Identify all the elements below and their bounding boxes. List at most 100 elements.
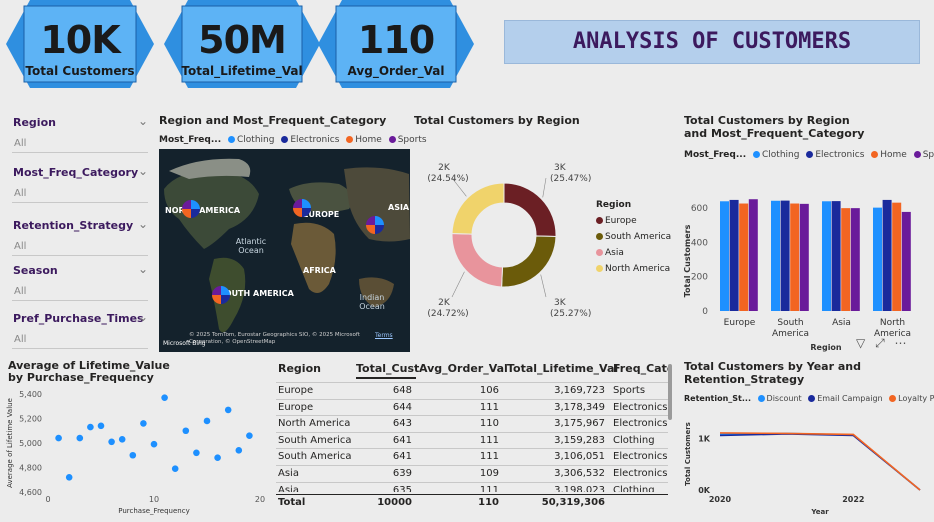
filter-icon[interactable]: ▽ — [856, 336, 866, 350]
scatter-point[interactable] — [55, 434, 62, 442]
scatter-point[interactable] — [76, 434, 84, 442]
chevron-down-icon[interactable]: ⌄ — [137, 114, 148, 128]
col-header-region[interactable]: Region — [278, 362, 321, 375]
legend-item[interactable]: Sports — [397, 135, 427, 145]
table-row[interactable]: South America 641 111 3,106,051 Electronics — [276, 448, 668, 464]
scatter-point[interactable] — [97, 422, 105, 430]
chevron-down-icon[interactable]: ⌄ — [137, 262, 148, 276]
bar-electronics-asia[interactable] — [831, 201, 841, 311]
bar-sports-south-america[interactable] — [799, 203, 809, 311]
map-terms-link[interactable]: Terms — [375, 332, 393, 339]
col-header-total-lifetime-val[interactable]: Total_Lifetime_Val — [507, 362, 619, 375]
donut-slice-south-america[interactable] — [501, 235, 557, 288]
bar-clothing-north-america[interactable] — [873, 207, 882, 311]
legend-item[interactable]: Loyalty Pro... — [898, 394, 934, 403]
slicer-value[interactable]: All — [14, 188, 27, 199]
y-tick-label: 5,000 — [19, 439, 42, 448]
slicer-pref-purchase-times[interactable]: Pref_Purchase_Times ⌄ All — [8, 310, 148, 352]
scatter-point[interactable] — [87, 423, 94, 431]
col-header-freq-categ[interactable]: Freq_Categ — [613, 362, 671, 375]
table-row[interactable]: North America 643 110 3,175,967 Electronics — [276, 415, 668, 431]
slicer-most-freq-category[interactable]: Most_Freq_Category ⌄ All — [8, 164, 148, 206]
legend-item[interactable]: Electronics — [290, 135, 340, 145]
legend-item[interactable]: Email Campaign — [817, 394, 883, 403]
table-scrollbar[interactable] — [668, 364, 672, 420]
table-total-row: Total 10000 110 50,319,306 — [276, 494, 668, 512]
bar-electronics-north-america[interactable] — [882, 199, 892, 311]
table-row[interactable]: Europe 648 106 3,169,723 Sports — [276, 382, 668, 398]
chevron-down-icon[interactable]: ⌄ — [137, 217, 148, 231]
slicer-value[interactable]: All — [14, 241, 27, 252]
bar-home-north-america[interactable] — [892, 202, 902, 311]
world-map[interactable]: NORTH AMERICA EUROPE ASIA AFRICA SOUTH A… — [159, 149, 410, 352]
col-header-total-cust[interactable]: Total_Cust — [356, 362, 420, 375]
line-series-0[interactable] — [719, 432, 921, 491]
focus-mode-icon[interactable]: ⤢ — [875, 336, 885, 350]
legend-item[interactable]: Clothing — [762, 150, 800, 160]
slicer-value[interactable]: All — [14, 286, 27, 297]
slicer-value[interactable]: All — [14, 138, 27, 149]
more-options-icon[interactable]: ⋯ — [894, 336, 907, 350]
donut-chart[interactable]: 3K(25.47%)3K(25.27%)2K(24.72%)2K(24.54%) — [414, 140, 594, 330]
bar-sports-north-america[interactable] — [901, 211, 911, 311]
legend-item[interactable]: Discount — [766, 394, 802, 403]
chevron-down-icon[interactable]: ⌄ — [137, 164, 148, 178]
legend-item-asia[interactable]: Asia — [596, 248, 671, 258]
slicer-region[interactable]: Region ⌄ All — [8, 114, 148, 156]
bar-home-asia[interactable] — [841, 208, 851, 311]
table-row[interactable]: Asia 635 111 3,198,023 Clothing — [276, 481, 668, 492]
scatter-point[interactable] — [171, 465, 179, 473]
table-row[interactable]: South America 641 111 3,159,283 Clothing — [276, 431, 668, 448]
scatter-point[interactable] — [140, 420, 147, 427]
legend-item-south-america[interactable]: South America — [596, 232, 671, 242]
slicer-season[interactable]: Season ⌄ All — [8, 262, 148, 304]
bar-home-south-america[interactable] — [790, 203, 800, 311]
scatter-point[interactable] — [193, 449, 200, 457]
scatter-point[interactable] — [129, 451, 137, 459]
col-header-avg-order-val[interactable]: Avg_Order_Val — [419, 362, 508, 375]
slicer-underline — [12, 202, 148, 203]
y-axis-label: Total Customers — [684, 422, 692, 486]
donut-slice-asia[interactable] — [451, 232, 504, 288]
bar-home-europe[interactable] — [739, 203, 749, 311]
scatter-point[interactable] — [224, 406, 232, 414]
scatter-point[interactable] — [108, 438, 115, 446]
legend-item-north-america[interactable]: North America — [596, 264, 671, 274]
line-series-2[interactable] — [719, 432, 921, 491]
legend-item[interactable]: Clothing — [237, 135, 275, 145]
table-row[interactable]: Asia 639 109 3,306,532 Electronics — [276, 465, 668, 481]
line-series-1[interactable] — [719, 433, 921, 491]
scatter-point[interactable] — [246, 432, 253, 439]
legend-item[interactable]: Home — [355, 135, 382, 145]
bar-electronics-europe[interactable] — [729, 199, 739, 311]
scatter-point[interactable] — [161, 394, 168, 401]
scatter-point[interactable] — [182, 427, 190, 435]
bar-sports-europe[interactable] — [748, 199, 758, 311]
legend-item-europe[interactable]: Europe — [596, 216, 671, 226]
bar-clothing-europe[interactable] — [720, 201, 729, 311]
scatter-chart[interactable]: 4,600 4,800 5,000 5,200 5,400 0 10 20 Average of… — [4, 384, 266, 520]
table-row[interactable]: Europe 644 111 3,178,349 Electronics — [276, 398, 668, 415]
slicer-value[interactable]: All — [14, 334, 27, 345]
bar-clothing-asia[interactable] — [822, 201, 831, 311]
map-label-south-america: SOUTH AMERICA — [219, 289, 294, 298]
scatter-point[interactable] — [203, 417, 211, 425]
donut-slice-north-america[interactable] — [451, 182, 505, 235]
legend-item[interactable]: Sports — [922, 150, 934, 160]
line-chart[interactable]: 0K 1K 2020 2022 Total Customers Year — [682, 408, 928, 520]
scatter-point[interactable] — [235, 447, 243, 454]
scatter-point[interactable] — [214, 454, 221, 461]
chevron-down-icon[interactable]: ⌄ — [137, 310, 148, 324]
scatter-point[interactable] — [150, 440, 158, 448]
bar-clothing-south-america[interactable] — [771, 200, 780, 311]
bar-electronics-south-america[interactable] — [780, 200, 790, 311]
bar-sports-asia[interactable] — [850, 208, 860, 311]
donut-slice-europe[interactable] — [503, 182, 557, 238]
legend-item[interactable]: Home — [880, 150, 907, 160]
table-cell: 3,198,023 — [554, 484, 605, 492]
legend-item[interactable]: Electronics — [815, 150, 865, 160]
scatter-point[interactable] — [118, 436, 126, 443]
slicer-retention-strategy[interactable]: Retention_Strategy ⌄ All — [8, 217, 148, 259]
scatter-point[interactable] — [65, 474, 73, 481]
